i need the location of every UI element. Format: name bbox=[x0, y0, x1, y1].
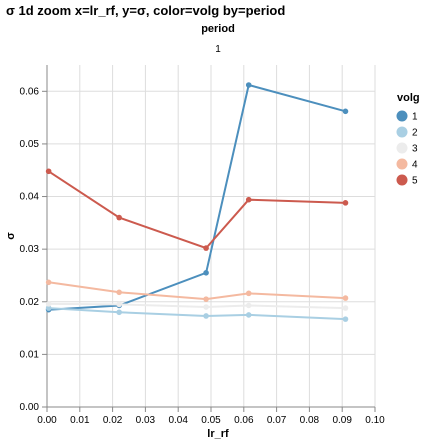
x-tick-label: 0.03 bbox=[136, 415, 156, 426]
x-tick-label: 0.05 bbox=[201, 415, 221, 426]
legend-swatch bbox=[396, 158, 408, 170]
series-line bbox=[48, 170, 346, 250]
legend-item-4: 4 bbox=[396, 158, 418, 171]
legend-label: 4 bbox=[412, 160, 418, 171]
x-tick-label: 0.04 bbox=[168, 415, 188, 426]
data-point bbox=[245, 196, 252, 203]
y-tick-label: 0.03 bbox=[20, 244, 40, 255]
data-point bbox=[245, 302, 252, 309]
y-tick-label: 0.06 bbox=[20, 86, 40, 97]
x-axis-title: lr_rf bbox=[207, 428, 229, 440]
legend-swatch bbox=[396, 174, 408, 186]
x-tick-label: 0.08 bbox=[300, 415, 320, 426]
data-point bbox=[116, 214, 122, 221]
legend-swatch bbox=[396, 110, 408, 122]
data-point bbox=[342, 305, 349, 311]
data-point bbox=[203, 270, 209, 276]
data-point bbox=[45, 305, 52, 311]
legend-label: 1 bbox=[412, 112, 418, 123]
series-5 bbox=[45, 168, 349, 251]
series-2 bbox=[45, 305, 349, 322]
legend: volg 1 2 3 4 5 bbox=[396, 92, 420, 187]
y-tick-label: 0.01 bbox=[20, 349, 40, 360]
legend-label: 5 bbox=[412, 176, 418, 187]
facet-label: 1 bbox=[215, 44, 221, 55]
series-1 bbox=[45, 82, 349, 313]
data-point bbox=[342, 108, 349, 115]
data-point bbox=[245, 312, 252, 318]
data-point bbox=[203, 245, 209, 251]
series-4 bbox=[45, 279, 349, 302]
legend-item-2: 2 bbox=[396, 126, 418, 139]
x-tick-label: 0.07 bbox=[267, 415, 287, 426]
data-point bbox=[342, 295, 349, 301]
data-point bbox=[203, 296, 209, 302]
chart-title: σ 1d zoom x=lr_rf, y=σ, color=volg by=pe… bbox=[6, 3, 285, 18]
axes: 0.00 0.01 0.02 0.03 0.04 0.05 0.06 0.07 0.08 0.09… bbox=[20, 65, 385, 426]
x-tick-label: 0.10 bbox=[365, 415, 385, 426]
data-point bbox=[203, 304, 209, 310]
x-tick-label: 0.01 bbox=[70, 415, 90, 426]
data-point bbox=[116, 309, 122, 316]
data-point bbox=[203, 313, 209, 319]
legend-item-3: 3 bbox=[396, 142, 418, 155]
x-tick-label: 0.06 bbox=[234, 415, 254, 426]
legend-label: 3 bbox=[412, 144, 418, 155]
data-point bbox=[116, 289, 122, 296]
series-3 bbox=[45, 301, 349, 311]
y-tick-label: 0.00 bbox=[20, 402, 40, 413]
data-point bbox=[245, 290, 252, 297]
y-tick-label: 0.02 bbox=[20, 297, 40, 308]
data-point bbox=[342, 200, 349, 206]
data-point bbox=[245, 82, 252, 88]
data-point bbox=[45, 168, 52, 175]
x-tick-label: 0.00 bbox=[37, 415, 57, 426]
series-line bbox=[48, 281, 346, 301]
data-point bbox=[116, 301, 122, 308]
legend-swatch bbox=[396, 142, 408, 154]
series-layer bbox=[45, 82, 349, 322]
data-point bbox=[45, 301, 52, 307]
legend-swatch bbox=[396, 126, 408, 138]
facet-title: period bbox=[201, 23, 235, 35]
series-line bbox=[48, 307, 346, 321]
legend-item-1: 1 bbox=[396, 110, 418, 123]
data-point bbox=[45, 279, 52, 286]
y-tick-label: 0.04 bbox=[20, 192, 40, 203]
data-point bbox=[342, 316, 349, 322]
legend-item-5: 5 bbox=[396, 174, 418, 187]
y-tick-label: 0.05 bbox=[20, 139, 40, 150]
grid bbox=[46, 65, 376, 408]
legend-label: 2 bbox=[412, 128, 418, 139]
y-axis-title: σ bbox=[5, 232, 17, 240]
x-tick-label: 0.09 bbox=[332, 415, 352, 426]
x-tick-label: 0.02 bbox=[103, 415, 123, 426]
legend-title: volg bbox=[397, 92, 420, 104]
series-line bbox=[48, 83, 346, 311]
